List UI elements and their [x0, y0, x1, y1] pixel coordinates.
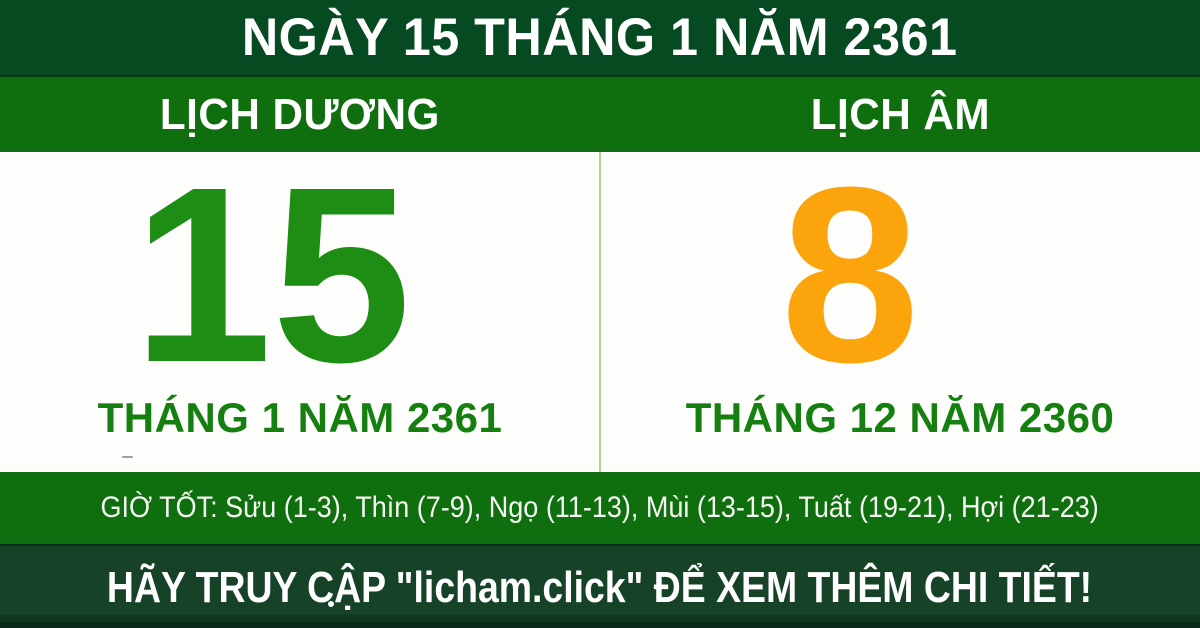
lunar-calendar-label: LỊCH ÂM: [810, 89, 990, 139]
calendar-type-bar: LỊCH DƯƠNG LỊCH ÂM: [0, 77, 1200, 152]
footer-cta-text: HÃY TRUY CẬP "licham.click" ĐỂ XEM THÊM …: [107, 563, 1093, 612]
artifact-dash: [122, 456, 133, 458]
good-hours-bar: GIỜ TỐT: Sửu (1-3), Thìn (7-9), Ngọ (11-…: [0, 472, 1200, 544]
calendar-body: 15 THÁNG 1 NĂM 2361 8 THÁNG 12 NĂM 2360: [0, 135, 1200, 472]
lunar-day-number: 8: [780, 135, 920, 414]
lunar-panel: 8 THÁNG 12 NĂM 2360: [600, 150, 1200, 472]
lunar-calendar-header: LỊCH ÂM: [600, 77, 1200, 152]
lunar-month-year-label: THÁNG 12 NĂM 2360: [685, 394, 1115, 441]
date-title: NGÀY 15 THÁNG 1 NĂM 2361: [242, 8, 958, 67]
solar-calendar-header: LỊCH DƯƠNG: [0, 77, 600, 152]
footer-bottom-strip: [0, 615, 1200, 628]
good-hours-text: GIỜ TỐT: Sửu (1-3), Thìn (7-9), Ngọ (11-…: [100, 491, 1100, 524]
solar-panel: 15 THÁNG 1 NĂM 2361: [0, 135, 600, 472]
footer-bar: HÃY TRUY CẬP "licham.click" ĐỂ XEM THÊM …: [0, 544, 1200, 628]
solar-month-year-label: THÁNG 1 NĂM 2361: [97, 394, 503, 441]
header-bar: NGÀY 15 THÁNG 1 NĂM 2361: [0, 0, 1200, 77]
artifact-dot: [328, 601, 334, 607]
solar-calendar-label: LỊCH DƯƠNG: [159, 89, 441, 139]
solar-day-number: 15: [132, 135, 412, 414]
column-divider: [599, 152, 601, 472]
